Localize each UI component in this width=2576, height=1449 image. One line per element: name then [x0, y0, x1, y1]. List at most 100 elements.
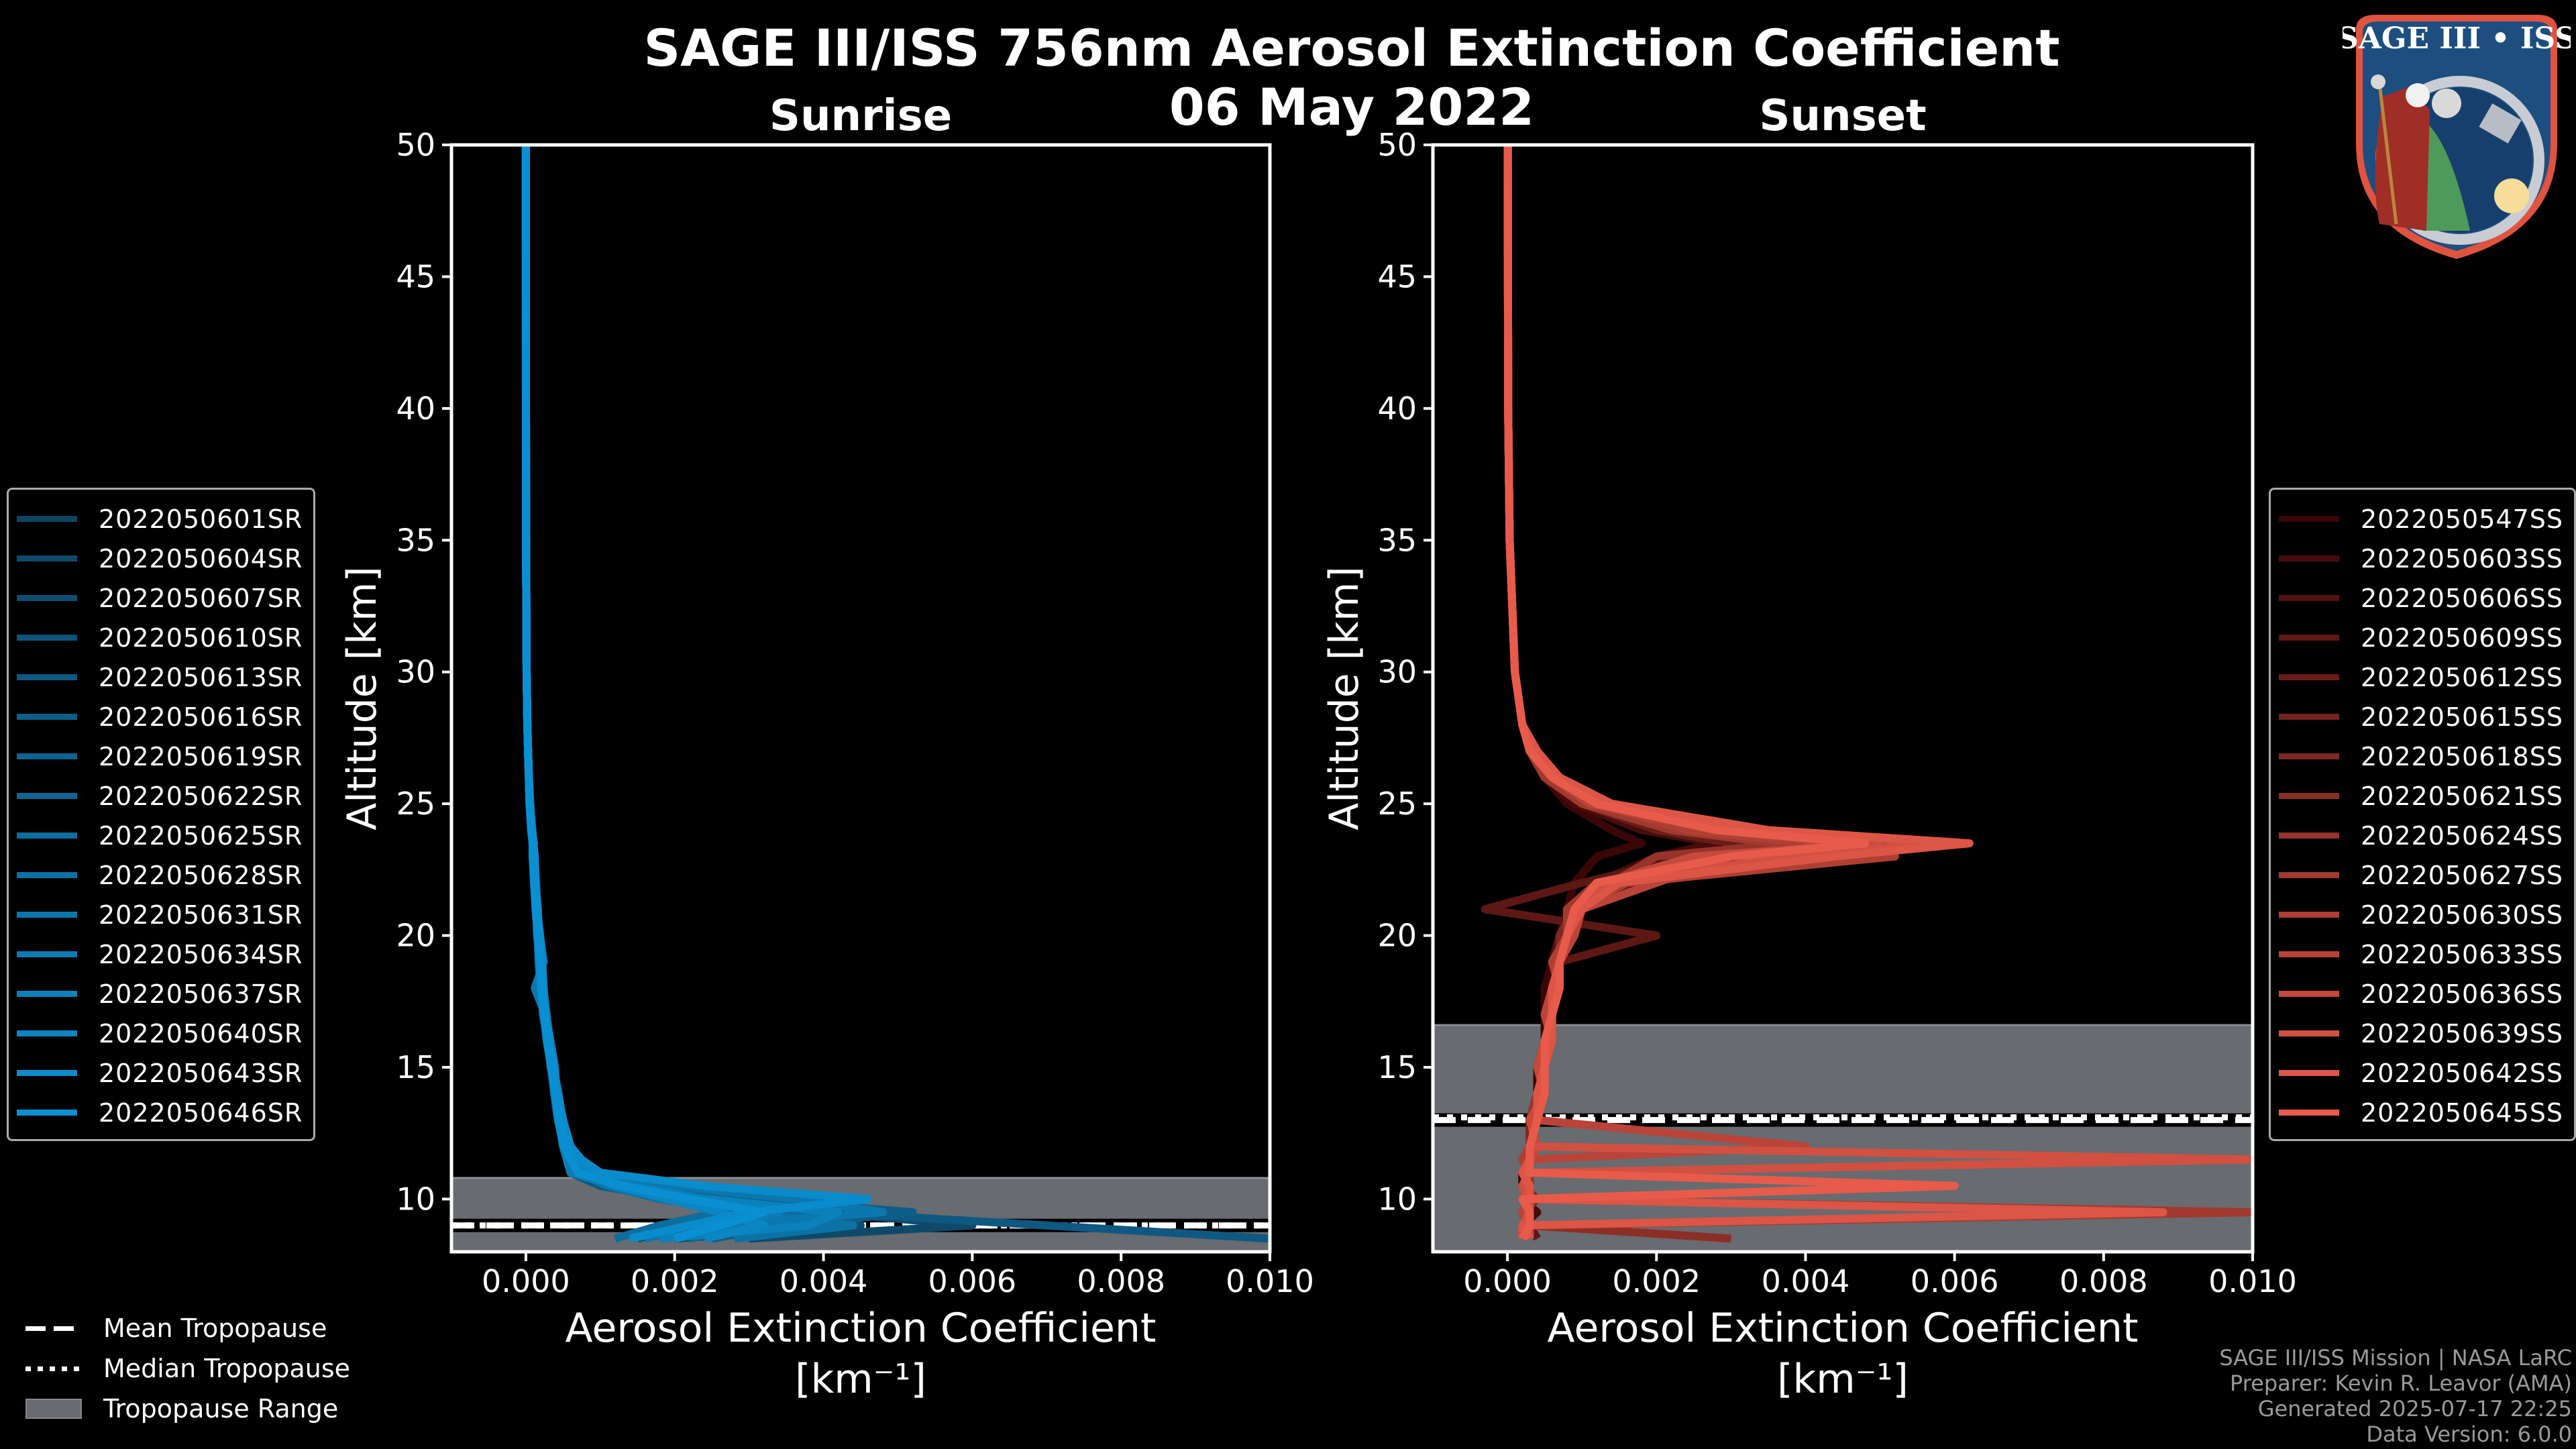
legend-line-swatch: [17, 753, 77, 759]
legend-line-swatch: [2279, 674, 2339, 680]
legend-line-swatch: [2279, 793, 2339, 799]
legend-label: 2022050606SS: [2361, 583, 2564, 613]
sunset-xlabel: Aerosol Extinction Coefficient: [1548, 1305, 2139, 1352]
y-tick-label: 10: [1377, 1181, 1417, 1217]
legend-line-swatch: [17, 674, 77, 680]
legend-line-swatch: [2279, 753, 2339, 759]
legend-item: 2022050631SR: [17, 895, 303, 934]
legend-item: 2022050627SS: [2279, 855, 2563, 895]
legend-item: 2022050624SS: [2279, 816, 2563, 855]
legend-label: 2022050613SR: [99, 662, 303, 692]
legend-item: 2022050616SR: [17, 697, 303, 737]
y-tick-label: 45: [396, 258, 435, 294]
legend-line-swatch: [2279, 516, 2339, 522]
dotted-line-swatch: [25, 1361, 82, 1376]
mean-tropopause-label: Mean Tropopause: [103, 1313, 327, 1343]
sunrise-xlabel-units: [km⁻¹]: [795, 1356, 926, 1403]
legend-item: 2022050640SR: [17, 1014, 303, 1053]
legend-item: 2022050606SS: [2279, 578, 2563, 618]
legend-line-swatch: [2279, 951, 2339, 957]
tropopause-range-label: Tropopause Range: [103, 1394, 339, 1424]
footer-version: Data Version: 6.0.0: [2366, 1421, 2572, 1447]
y-tick-label: 30: [1377, 654, 1417, 690]
legend-label: 2022050607SR: [99, 583, 303, 613]
legend-line-swatch: [17, 516, 77, 522]
y-tick-label: 30: [396, 654, 435, 690]
axes-frame: [449, 143, 1272, 1254]
plot-background: [451, 145, 1270, 1252]
logo-text: SAGE III • ISS: [2343, 21, 2571, 56]
legend-label: 2022050643SR: [99, 1058, 303, 1088]
sunrise-plot-area: [451, 145, 1270, 1252]
legend-label: 2022050630SS: [2361, 900, 2564, 930]
legend-label: 2022050634SR: [99, 939, 303, 969]
legend-item: 2022050618SS: [2279, 737, 2563, 776]
x-tick-label: 0.002: [1612, 1263, 1701, 1299]
legend-line-swatch: [2279, 991, 2339, 997]
legend-label: 2022050642SS: [2361, 1058, 2564, 1088]
legend-item: 2022050636SS: [2279, 974, 2563, 1014]
sunrise-axes: Sunrise Aerosol Extinction Coefficient […: [339, 91, 1314, 1403]
legend-label: 2022050610SR: [99, 623, 303, 653]
y-tick-label: 35: [1377, 522, 1417, 558]
legend-item: 2022050634SR: [17, 934, 303, 974]
legend-line-swatch: [17, 595, 77, 601]
sunset-ylabel: Altitude [km]: [1321, 566, 1368, 830]
legend-label: 2022050624SS: [2361, 820, 2564, 851]
x-tick-label: 0.010: [2208, 1263, 2297, 1299]
legend-item: 2022050642SS: [2279, 1053, 2563, 1093]
y-tick-label: 50: [396, 127, 435, 163]
legend-mean-tropopause: Mean Tropopause: [25, 1308, 350, 1348]
legend-item: 2022050610SR: [17, 618, 303, 657]
footer-credits: SAGE III/ISS Mission | NASA LaRC Prepare…: [2219, 1345, 2572, 1447]
legend-line-swatch: [2279, 595, 2339, 601]
x-tick-label: 0.010: [1226, 1263, 1314, 1299]
median-tropopause-label: Median Tropopause: [103, 1354, 350, 1383]
y-tick-label: 25: [396, 786, 435, 822]
legend-item: 2022050625SR: [17, 816, 303, 855]
profile-line-2022050646SR: [521, 145, 768, 1243]
y-tick-label: 20: [1377, 918, 1417, 954]
legend-label: 2022050612SS: [2361, 662, 2564, 692]
legend-item: 2022050645SS: [2279, 1093, 2563, 1132]
legend-item: 2022050630SS: [2279, 895, 2563, 934]
legend-label: 2022050628SR: [99, 860, 303, 890]
legend-line-swatch: [2279, 555, 2339, 561]
legend-label: 2022050639SS: [2361, 1018, 2564, 1049]
legend-label: 2022050631SR: [99, 900, 303, 930]
legend-line-swatch: [17, 1070, 77, 1076]
legend-line-swatch: [17, 1030, 77, 1036]
legend-line-swatch: [17, 991, 77, 997]
legend-label: 2022050633SS: [2361, 939, 2564, 969]
legend-line-swatch: [2279, 714, 2339, 720]
legend-item: 2022050633SS: [2279, 934, 2563, 974]
legend-line-swatch: [2279, 1110, 2339, 1116]
legend-item: 2022050639SS: [2279, 1014, 2563, 1053]
legend-line-swatch: [2279, 872, 2339, 878]
legend-line-swatch: [17, 951, 77, 957]
legend-label: 2022050640SR: [99, 1018, 303, 1049]
footer-generated: Generated 2025-07-17 22:25: [2257, 1396, 2572, 1421]
legend-item: 2022050612SS: [2279, 657, 2563, 697]
legend-label: 2022050609SS: [2361, 623, 2564, 653]
sunrise-title: Sunrise: [769, 91, 952, 141]
profile-line-2022050645SS: [1503, 145, 1959, 1241]
legend-item: 2022050604SR: [17, 539, 303, 578]
legend-line-swatch: [17, 1110, 77, 1116]
legend-line-swatch: [2279, 635, 2339, 641]
legend-label: 2022050622SR: [99, 781, 303, 811]
legend-item: 2022050637SR: [17, 974, 303, 1014]
figure-title: SAGE III/ISS 756nm Aerosol Extinction Co…: [643, 18, 2059, 78]
legend-item: 2022050603SS: [2279, 539, 2563, 578]
legend-label: 2022050603SS: [2361, 543, 2564, 574]
legend-item: 2022050601SR: [17, 499, 303, 539]
legend-median-tropopause: Median Tropopause: [25, 1348, 350, 1389]
legend-line-swatch: [17, 872, 77, 878]
x-tick-label: 0.000: [1463, 1263, 1552, 1299]
legend-item: 2022050622SR: [17, 776, 303, 816]
legend-label: 2022050616SR: [99, 702, 303, 732]
legend-item: 2022050646SR: [17, 1093, 303, 1132]
x-tick-label: 0.004: [780, 1263, 868, 1299]
tropopause-legend: Mean Tropopause Median Tropopause Tropop…: [25, 1308, 350, 1429]
